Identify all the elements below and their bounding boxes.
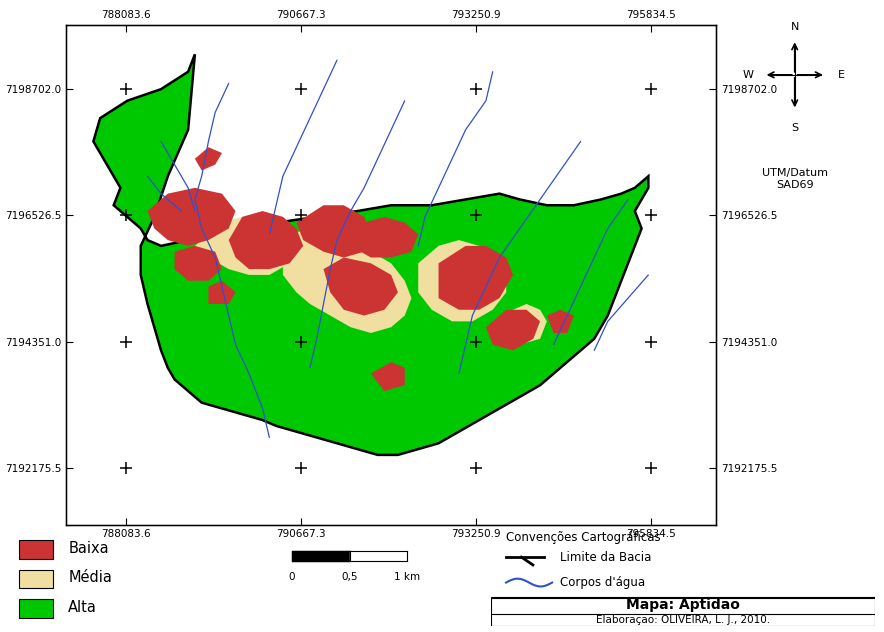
- Text: 1 km: 1 km: [393, 573, 420, 582]
- Text: N: N: [790, 22, 799, 32]
- Polygon shape: [486, 310, 540, 350]
- Polygon shape: [209, 281, 235, 304]
- Text: UTM/Datum
SAD69: UTM/Datum SAD69: [762, 169, 827, 190]
- Polygon shape: [547, 310, 574, 333]
- Text: Elaboraçao: OLIVEIRA, L. J., 2010.: Elaboraçao: OLIVEIRA, L. J., 2010.: [596, 615, 770, 625]
- Polygon shape: [229, 211, 303, 269]
- FancyBboxPatch shape: [19, 570, 53, 588]
- Text: E: E: [838, 70, 844, 80]
- Polygon shape: [194, 147, 222, 171]
- Text: 0: 0: [288, 573, 295, 582]
- Polygon shape: [344, 217, 418, 257]
- Polygon shape: [175, 246, 222, 281]
- Polygon shape: [371, 362, 405, 391]
- Text: 0,5: 0,5: [342, 573, 358, 582]
- FancyBboxPatch shape: [19, 540, 53, 559]
- Polygon shape: [438, 246, 513, 310]
- Text: Convenções Cartográficas: Convenções Cartográficas: [506, 531, 660, 544]
- Text: Alta: Alta: [68, 600, 97, 614]
- Text: Média: Média: [68, 570, 112, 585]
- Polygon shape: [492, 304, 547, 344]
- Polygon shape: [283, 229, 411, 333]
- Text: Limite da Bacia: Limite da Bacia: [560, 550, 652, 564]
- Text: W: W: [743, 70, 754, 80]
- FancyBboxPatch shape: [19, 599, 53, 618]
- Polygon shape: [94, 54, 648, 455]
- Polygon shape: [148, 188, 235, 246]
- Polygon shape: [418, 240, 507, 321]
- FancyBboxPatch shape: [491, 597, 875, 626]
- Text: Mapa: Aptidao: Mapa: Aptidao: [626, 598, 740, 612]
- Polygon shape: [296, 205, 371, 257]
- Polygon shape: [194, 217, 296, 275]
- Polygon shape: [324, 257, 398, 315]
- Text: Corpos d'água: Corpos d'água: [560, 576, 645, 589]
- Text: Baixa: Baixa: [68, 541, 109, 556]
- Text: S: S: [791, 123, 798, 133]
- FancyBboxPatch shape: [491, 599, 875, 614]
